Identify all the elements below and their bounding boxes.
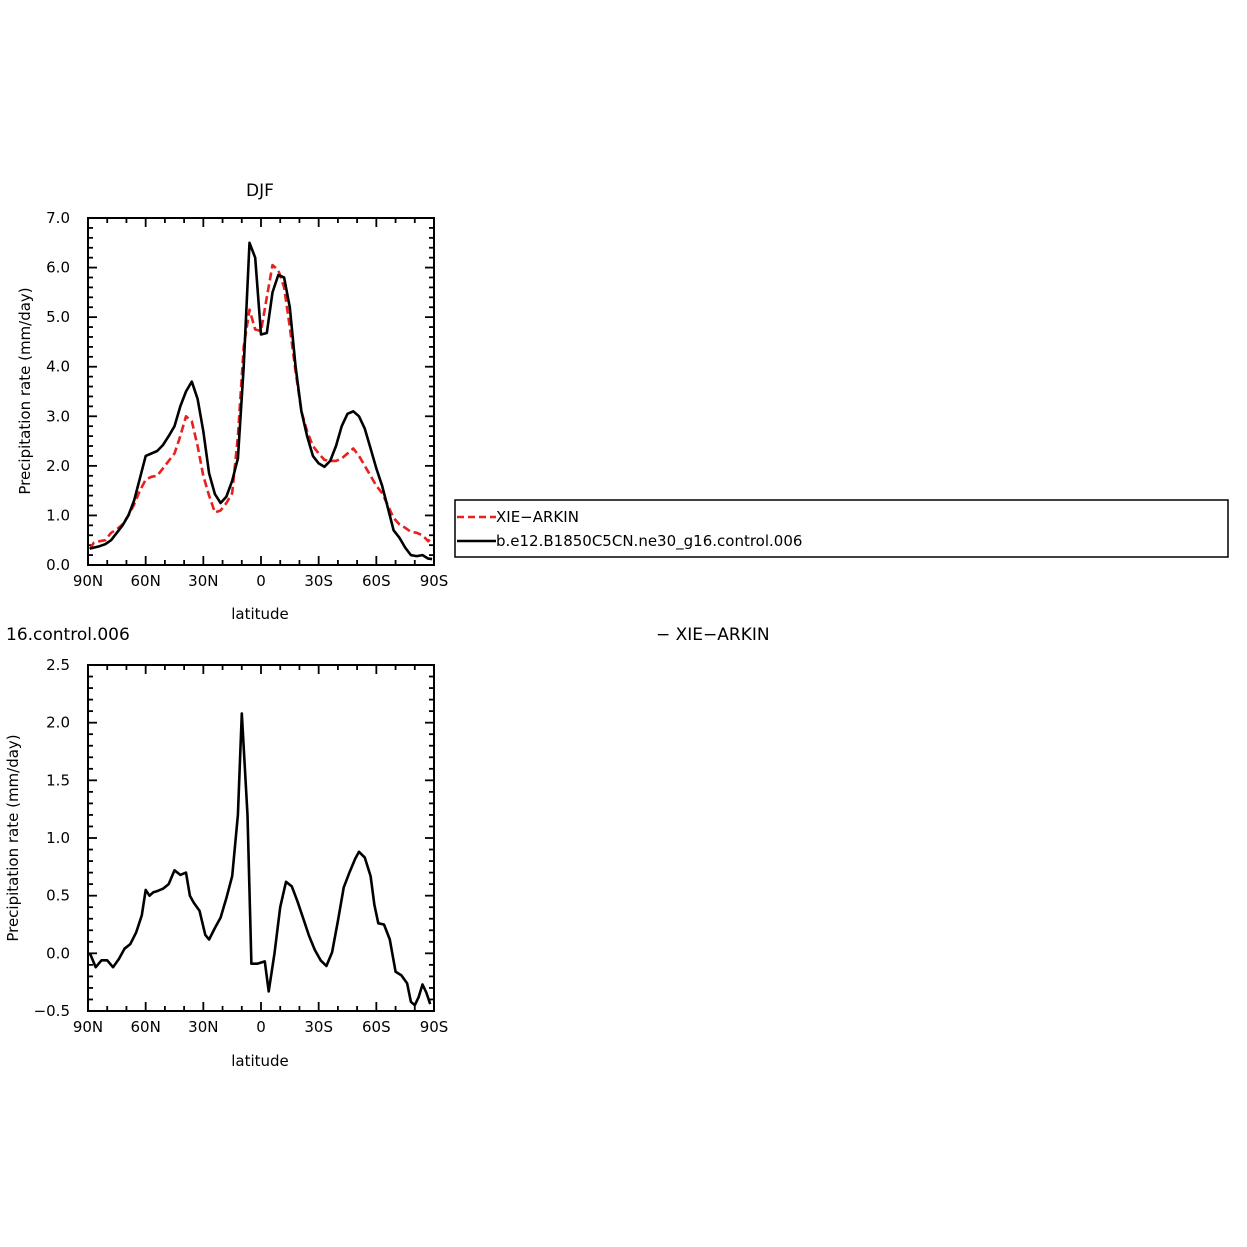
x-tick-label: 30S [304,572,333,590]
top-chart-title: DJF [246,181,274,201]
x-tick-label: 60N [131,1018,161,1036]
chart-legend: XIE−ARKIN b.e12.B1850C5CN.ne30_g16.contr… [454,499,1229,558]
x-tick-label: 60S [362,1018,391,1036]
x-tick-label: 30N [188,572,218,590]
bottom-chart-panel: 16.control.006 − XIE−ARKIN 90N 60N 30N 0 30S… [4,625,770,1070]
top-plot-frame [87,217,435,566]
x-tick-label: 90S [420,572,449,590]
bottom-y-axis-label: Precipitation rate (mm/day) [4,734,22,941]
bottom-chart-tick-labels: 90N 60N 30N 0 30S 60S 90S −0.5 0.0 0.5 1.0 1.5 2.0 2.… [34,656,449,1036]
bottom-chart-ticks [87,664,435,1012]
y-tick-label: 0.0 [46,556,70,574]
x-tick-label: 30S [304,1018,333,1036]
y-tick-label: 4.0 [46,358,70,376]
legend-box [454,499,1229,558]
y-tick-label: 2.0 [46,457,70,475]
bottom-chart-title-left: 16.control.006 [6,625,130,645]
series-line-0-1 [89,241,433,561]
legend-label-model: b.e12.B1850C5CN.ne30_g16.control.006 [496,532,802,551]
top-x-axis-label: latitude [231,605,289,623]
x-tick-label: 90N [73,1018,103,1036]
y-tick-label: 5.0 [46,308,70,326]
top-chart-panel: DJF 90N 60N 30N 0 30S 60S 90S 0.0 1.0 2.0 3.0 4.0 5.… [16,181,448,623]
x-tick-label: 90N [73,572,103,590]
legend-label-xie-arkin: XIE−ARKIN [496,508,579,526]
top-chart-ticks [87,217,435,566]
y-tick-label: 1.5 [46,771,70,789]
y-tick-label: 7.0 [46,209,70,227]
x-tick-label: 30N [188,1018,218,1036]
y-tick-label: 0.5 [46,887,70,905]
bottom-chart-series [88,712,432,1007]
series-line-0-0 [88,263,434,550]
y-tick-label: −0.5 [34,1002,70,1020]
y-tick-label: 1.0 [46,829,70,847]
x-tick-label: 90S [420,1018,449,1036]
y-tick-label: 6.0 [46,259,70,277]
y-tick-label: 3.0 [46,407,70,425]
y-tick-label: 2.0 [46,714,70,732]
bottom-chart-title-right: − XIE−ARKIN [656,625,770,645]
bottom-x-axis-label: latitude [231,1052,289,1070]
bottom-plot-frame [87,664,435,1012]
top-chart-series [88,241,434,561]
top-y-axis-label: Precipitation rate (mm/day) [16,287,34,494]
x-tick-label: 0 [256,1018,266,1036]
x-tick-label: 60S [362,572,391,590]
x-tick-label: 60N [131,572,161,590]
series-line-1-0 [88,712,432,1007]
y-tick-label: 2.5 [46,656,70,674]
y-tick-label: 1.0 [46,506,70,524]
y-tick-label: 0.0 [46,944,70,962]
top-chart-tick-labels: 90N 60N 30N 0 30S 60S 90S 0.0 1.0 2.0 3.0 4.0 5.0 6.0… [46,209,448,590]
x-tick-label: 0 [256,572,266,590]
